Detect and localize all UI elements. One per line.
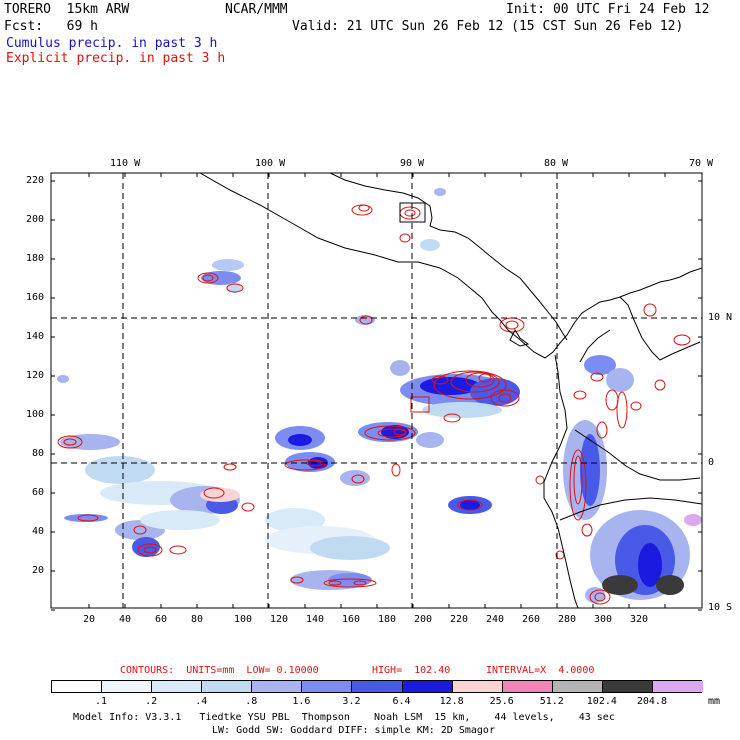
x-tick-label: 140 [306,614,325,625]
axis-ticks [51,173,702,611]
y-tick-label: 60 [32,487,45,498]
lon-label-90w: 90 W [400,158,425,169]
lat-label-0: 0 [708,457,715,468]
y-tick-label: 180 [26,253,45,264]
colorbar-cell [552,681,603,692]
contour-high: HIGH= 102.40 [372,665,451,676]
contour-info: CONTOURS: UNITS=mm LOW= 0.10000 [120,665,319,676]
coastlines [199,173,702,608]
colorbar-label: 204.8 [636,696,667,707]
explicit-precip-contours [57,204,691,605]
lon-label-70w: 70 W [689,158,714,169]
lat-label-10n: 10 N [708,312,733,323]
cumulus-precip-shading [57,188,702,603]
x-tick-label: 160 [342,614,361,625]
colorbar-cell [302,681,353,692]
colorbar-label: 102.4 [586,696,617,707]
x-tick-label: 300 [594,614,613,625]
y-tick-label: 120 [26,370,45,381]
x-tick-label: 200 [414,614,433,625]
model-title: TORERO 15km ARW [4,2,130,17]
x-tick-label: 80 [191,614,204,625]
colorbar-cell [52,681,103,692]
colorbar-cell [202,681,253,692]
colorbar-label: 1.6 [292,696,311,707]
valid-time: Valid: 21 UTC Sun 26 Feb 12 (15 CST Sun … [292,19,684,34]
colorbar-cell [452,681,503,692]
x-tick-label: 180 [378,614,397,625]
colorbar-label: 25.6 [489,696,514,707]
physics-info: LW: Godd SW: Goddard DIFF: simple KM: 2D… [212,725,495,736]
x-tick-label: 60 [155,614,168,625]
colorbar [51,680,703,693]
colorbar-label: .4 [195,696,208,707]
lon-label-110w: 110 W [110,158,141,169]
colorbar-cell [602,681,653,692]
x-tick-label: 240 [486,614,505,625]
init-time: Init: 00 UTC Fri 24 Feb 12 [506,2,710,17]
colorbar-label: .2 [145,696,158,707]
y-tick-label: 80 [32,448,45,459]
y-tick-label: 100 [26,409,45,420]
colorbar-cell [152,681,203,692]
x-tick-label: 40 [119,614,132,625]
colorbar-cell [252,681,303,692]
field-1-title: Cumulus precip. in past 3 h [6,36,218,51]
y-tick-label: 140 [26,331,45,342]
field-2-title: Explicit precip. in past 3 h [6,51,226,66]
model-info: Model Info: V3.3.1 Tiedtke YSU PBL Thomp… [73,712,615,723]
y-tick-label: 200 [26,214,45,225]
contour-interval: INTERVAL=X 4.0000 [486,665,595,676]
x-tick-label: 100 [234,614,253,625]
graticule [51,173,702,608]
colorbar-label: 51.2 [539,696,564,707]
colorbar-cell [502,681,553,692]
x-tick-label: 280 [558,614,577,625]
y-tick-label: 160 [26,292,45,303]
colorbar-cell [102,681,153,692]
y-tick-label: 20 [32,565,45,576]
colorbar-label: .8 [245,696,258,707]
organization: NCAR/MMM [225,2,288,17]
colorbar-cell [652,681,703,692]
x-tick-label: 220 [450,614,469,625]
lat-label-10s: 10 S [708,602,733,613]
x-tick-label: 20 [83,614,96,625]
x-tick-label: 260 [522,614,541,625]
colorbar-cell [402,681,453,692]
colorbar-label: .1 [95,696,108,707]
lon-label-80w: 80 W [544,158,569,169]
colorbar-unit: mm [708,696,721,707]
x-tick-label: 120 [270,614,289,625]
x-tick-label: 320 [630,614,649,625]
forecast-hour: Fcst: 69 h [4,19,98,34]
y-tick-label: 40 [32,526,45,537]
colorbar-label: 12.8 [439,696,464,707]
lon-label-100w: 100 W [255,158,286,169]
colorbar-label: 3.2 [342,696,361,707]
colorbar-label: 6.4 [392,696,411,707]
y-tick-label: 220 [26,175,45,186]
colorbar-cell [352,681,403,692]
